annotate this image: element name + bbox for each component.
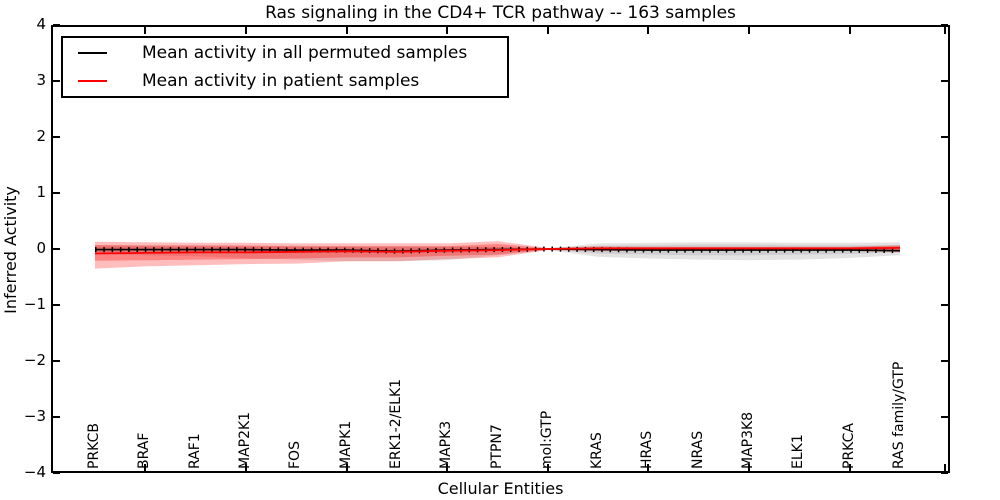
x-tick-label: ERK1-2/ELK1 — [387, 378, 404, 469]
x-tick-label: MAP3K8 — [740, 411, 757, 469]
chart-canvas — [94, 241, 901, 269]
x-axis-tick-bottom — [546, 464, 549, 471]
legend-item-permuted: Mean activity in all permuted samples — [63, 39, 507, 67]
y-axis-tick-left — [53, 248, 60, 250]
x-tick-label: HRAS — [639, 430, 656, 469]
x-axis-tick-top — [748, 27, 751, 34]
y-tick-label: −1 — [23, 295, 46, 313]
y-tick-label: 1 — [36, 183, 46, 201]
x-axis-tick-top — [244, 27, 247, 34]
y-axis-tick-right — [941, 192, 948, 194]
x-tick-label: mol:GTP — [538, 410, 555, 469]
x-axis-tick-top — [144, 27, 147, 34]
x-axis-tick-top — [647, 27, 650, 34]
x-tick-label: PTPN7 — [488, 424, 505, 469]
x-tick-label: BRAF — [136, 432, 153, 469]
x-tick-label: PRKCA — [840, 423, 857, 469]
y-axis-tick-left — [53, 472, 60, 474]
x-axis-title: Cellular Entities — [437, 479, 564, 498]
x-axis-tick-bottom — [748, 464, 751, 471]
y-axis-tick-right — [941, 136, 948, 138]
plot-area: Mean activity in all permuted samples Me… — [51, 25, 950, 473]
x-axis-tick-top — [546, 27, 549, 34]
x-tick-label: PRKCB — [86, 423, 102, 469]
x-tick-label: FOS — [287, 441, 304, 469]
y-axis-tick-right — [941, 360, 948, 362]
y-axis-tick-right — [941, 80, 948, 82]
patient-mean-line — [94, 247, 901, 255]
y-axis-tick-left — [53, 416, 60, 418]
legend-item-patient: Mean activity in patient samples — [63, 67, 507, 95]
chart-title: Ras signaling in the CD4+ TCR pathway --… — [265, 3, 736, 23]
x-tick-label: MAPK3 — [438, 420, 455, 469]
permuted-marker-line — [95, 246, 901, 254]
y-axis-tick-left — [53, 360, 60, 362]
x-axis-tick-bottom — [944, 464, 946, 471]
x-tick-label: RAS family/GTP — [891, 361, 907, 469]
y-axis-tick-left — [53, 304, 60, 306]
band-fill — [95, 242, 900, 262]
x-tick-label: MAPK1 — [337, 420, 354, 469]
permuted-line-swatch — [78, 51, 107, 54]
x-tick-label: KRAS — [589, 432, 606, 469]
y-tick-label: 3 — [36, 71, 46, 89]
y-axis-tick-right — [941, 416, 948, 418]
x-axis-tick-top — [345, 27, 348, 34]
y-tick-label: −4 — [23, 463, 46, 481]
y-tick-label: −2 — [23, 351, 46, 369]
x-axis-tick-bottom — [345, 464, 348, 471]
x-tick-label: NRAS — [689, 430, 706, 469]
x-axis-tick-bottom — [848, 464, 851, 471]
y-axis-tick-left — [53, 24, 60, 26]
x-tick-label: MAP2K1 — [236, 411, 253, 469]
y-tick-label: 4 — [36, 15, 46, 33]
y-axis-tick-left — [53, 136, 60, 138]
x-axis-tick-bottom — [446, 464, 449, 471]
legend-label-permuted: Mean activity in all permuted samples — [142, 42, 468, 63]
y-tick-label: 2 — [36, 127, 46, 145]
y-tick-label: 0 — [36, 239, 46, 257]
y-axis-tick-right — [941, 248, 948, 250]
y-axis-tick-left — [53, 80, 60, 82]
x-axis-tick-top — [848, 27, 851, 34]
x-axis-tick-top — [446, 27, 449, 34]
y-tick-label: −3 — [23, 407, 46, 425]
patient-line-swatch — [78, 80, 107, 83]
legend-label-patient: Mean activity in patient samples — [142, 71, 420, 92]
y-axis-tick-right — [941, 472, 948, 474]
x-axis-tick-bottom — [647, 464, 650, 471]
y-axis-tick-right — [941, 24, 948, 26]
x-axis-tick-top — [944, 27, 946, 34]
y-axis-tick-left — [53, 192, 60, 194]
y-axis-tick-right — [941, 304, 948, 306]
legend: Mean activity in all permuted samples Me… — [61, 36, 509, 98]
x-axis-tick-bottom — [244, 464, 247, 471]
x-tick-label: RAF1 — [186, 433, 203, 469]
x-tick-label: ELK1 — [790, 434, 807, 469]
x-axis-tick-bottom — [144, 464, 147, 471]
